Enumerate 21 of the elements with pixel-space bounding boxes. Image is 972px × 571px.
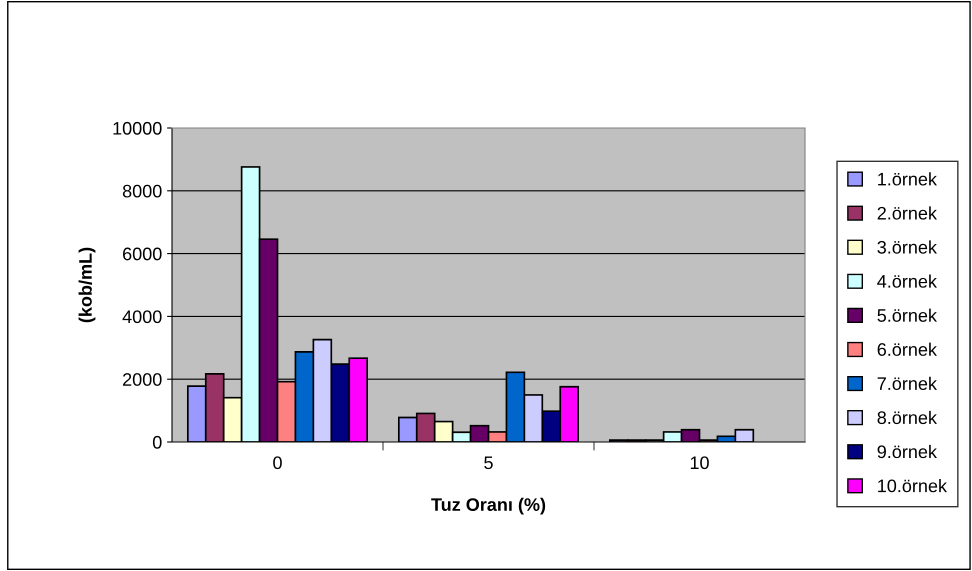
x-axis-title: Tuz Oranı (%) [431, 498, 546, 515]
y-tick-label: 10000 [113, 122, 162, 135]
legend-label: 5.örnek [877, 308, 937, 322]
y-tick-label: 6000 [123, 248, 162, 260]
legend-label: 8.örnek [878, 410, 937, 424]
legend-label: 3.örnek [877, 240, 937, 254]
x-tick-label: 5 [484, 456, 493, 470]
legend-label: 2.örnek [878, 206, 937, 220]
y-tick-label: 8000 [122, 184, 162, 198]
legend-label: 10.örnek [878, 478, 948, 492]
y-tick-label: 0 [152, 436, 162, 449]
legend-label: 9.örnek [878, 444, 937, 458]
x-tick-label: 0 [273, 456, 282, 470]
y-axis-title: (kob/mL) [78, 248, 96, 322]
legend-label: 6.örnek [878, 342, 937, 356]
y-tick-label: 4000 [122, 310, 162, 324]
legend-label: 1.örnek [878, 172, 937, 186]
legend-label: 7.örnek [878, 376, 937, 390]
legend-label: 4.örnek [877, 274, 937, 288]
x-tick-label: 10 [690, 456, 709, 470]
y-tick-label: 2000 [123, 373, 162, 386]
